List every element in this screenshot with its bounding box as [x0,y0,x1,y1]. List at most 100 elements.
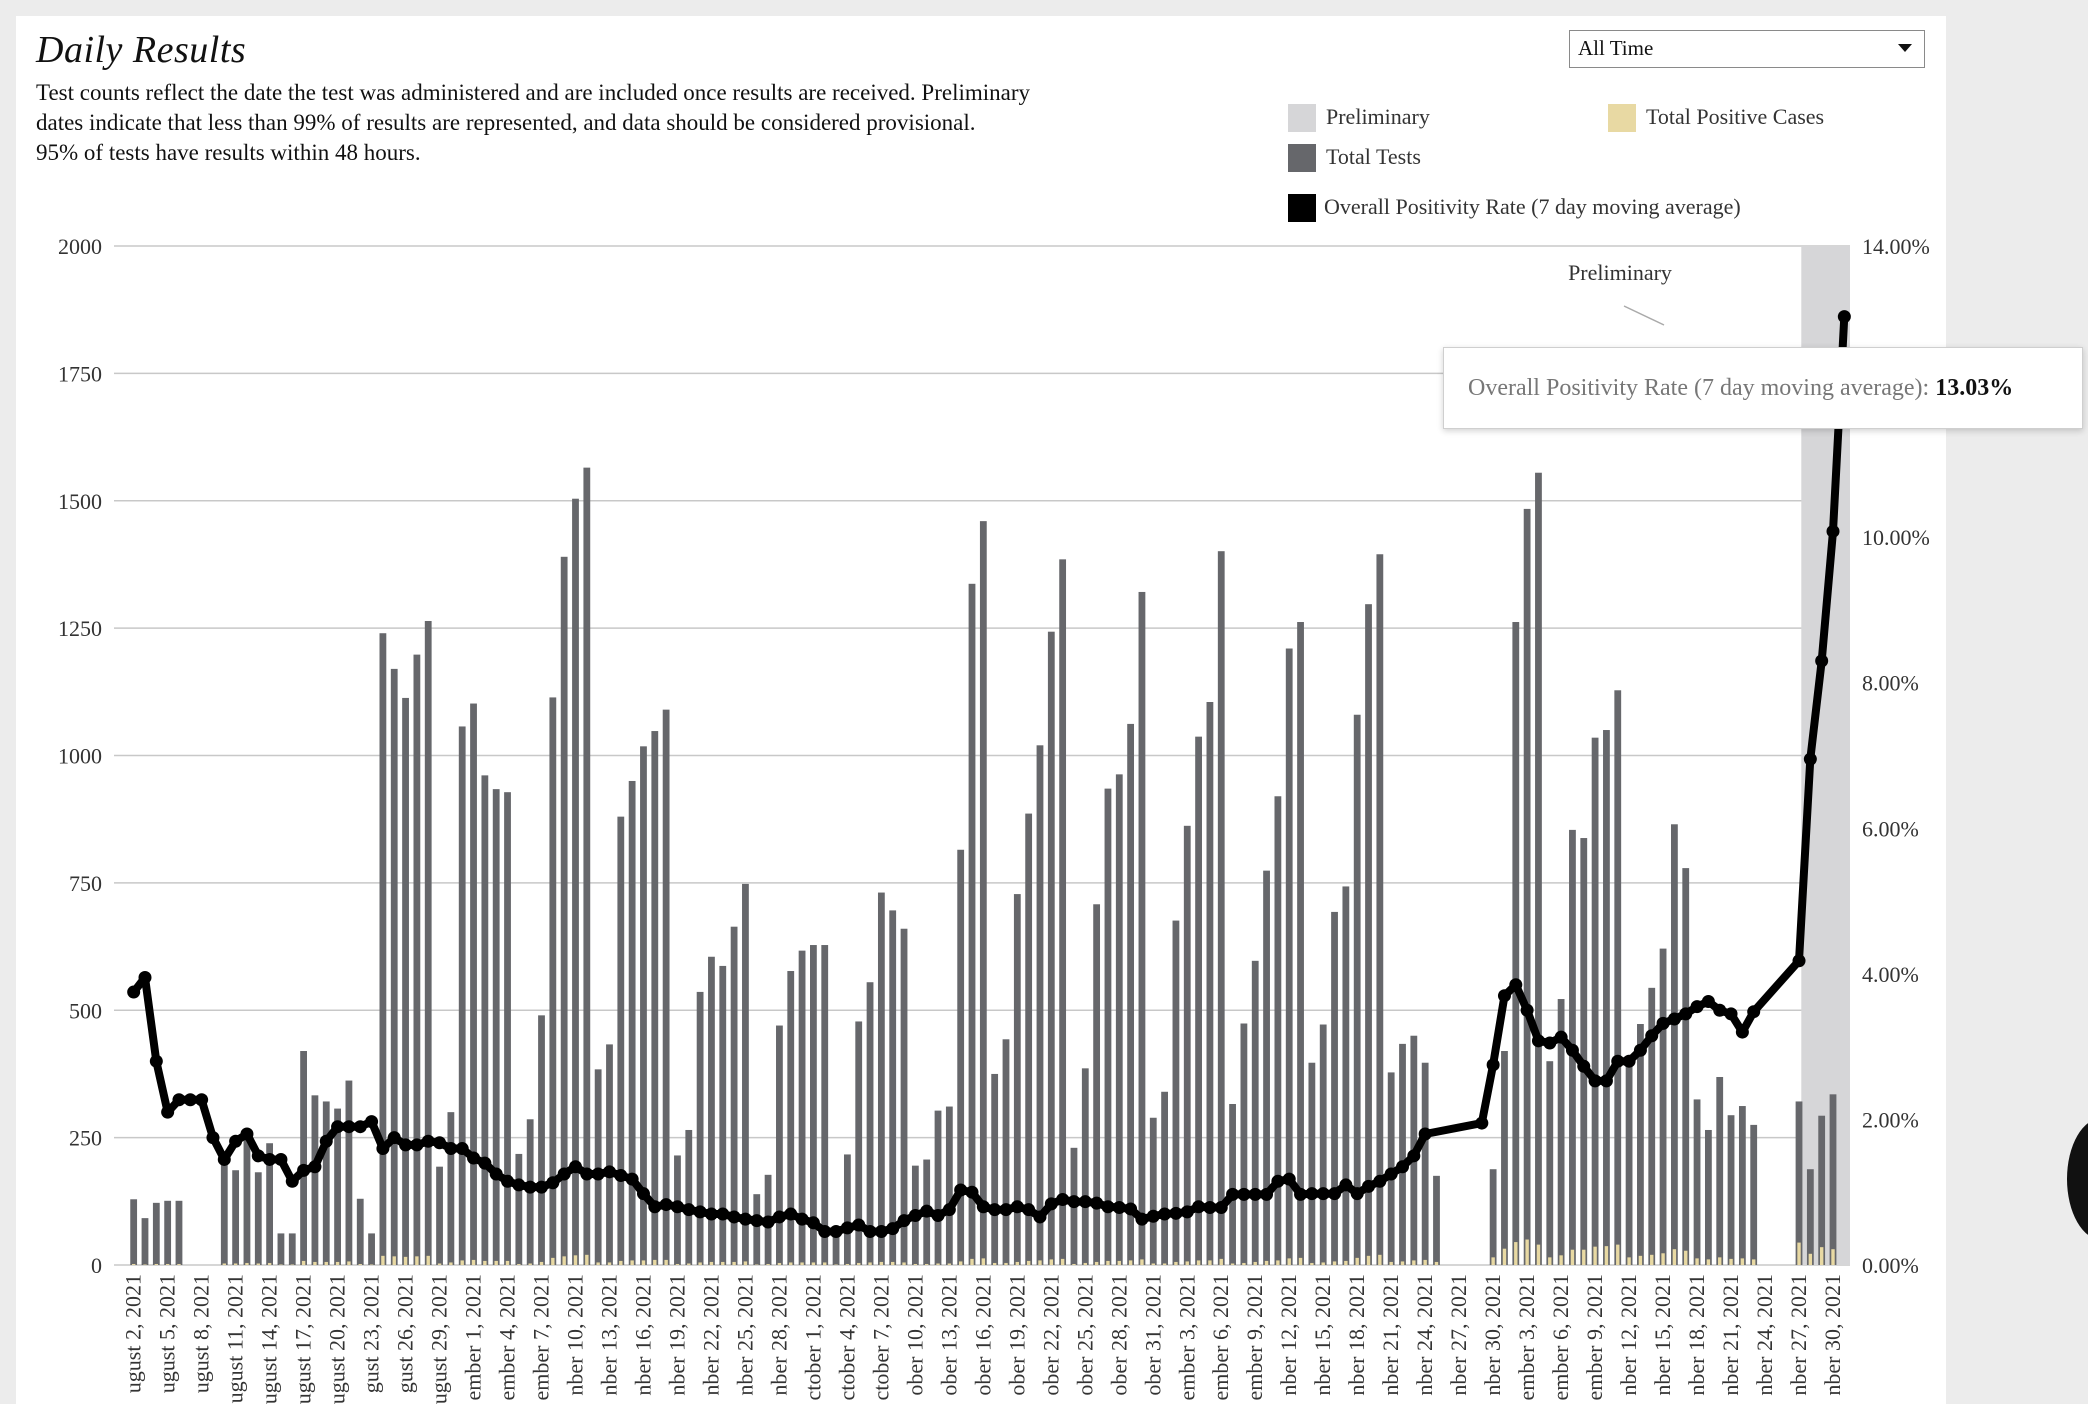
x-tick-label: nber 22, 2021 [698,1274,723,1396]
positivity-point [625,1172,639,1186]
total-tests-bar [1489,1169,1497,1265]
positive-cases-bar [653,1259,657,1265]
total-tests-bar [356,1198,364,1265]
positive-cases-bar [177,1263,181,1265]
positivity-point [1679,1007,1693,1021]
positivity-point [1577,1059,1591,1073]
x-tick-label: nber 12, 2021 [1616,1274,1641,1396]
positive-cases-bar [1536,1244,1541,1265]
x-tick-label: ugust 11, 2021 [223,1274,248,1403]
total-tests-bar [1161,1091,1168,1265]
positive-cases-bar [743,1261,748,1265]
total-tests-bar [606,1044,613,1265]
positive-cases-bar [573,1255,578,1265]
positive-cases-bar [811,1262,816,1265]
positivity-point [1373,1174,1387,1188]
legend-total-positive[interactable]: Total Positive Cases [1646,104,1825,129]
positivity-point [931,1209,945,1223]
positivity-point [1667,1012,1681,1026]
x-tick-label: ober 13, 2021 [936,1274,961,1396]
positive-cases-bar [1559,1255,1563,1265]
positivity-point [636,1187,650,1201]
total-tests-bar [866,982,874,1265]
positive-cases-bar [1627,1257,1631,1265]
positivity-point [1033,1210,1047,1224]
positivity-point [1294,1187,1308,1201]
positive-cases-bar [947,1263,952,1265]
x-tick-label: ugust 17, 2021 [291,1274,316,1404]
positivity-point [591,1167,605,1181]
positivity-point [467,1151,481,1165]
total-tests-bar [1081,1068,1089,1265]
total-tests-bar [1399,1043,1406,1265]
positive-cases-bar [1287,1258,1291,1265]
positivity-point [1214,1200,1228,1214]
positivity-point [263,1152,277,1166]
total-tests-bar [1512,622,1520,1265]
positive-cases-bar [528,1263,532,1265]
positivity-point [1792,954,1806,968]
x-tick-label: ember 6, 2021 [1548,1274,1573,1400]
total-tests-bar [1421,1062,1429,1265]
total-tests-bar [1829,1094,1837,1265]
positivity-point [1339,1178,1353,1192]
positivity-point [399,1138,413,1152]
positive-cases-bar [517,1263,521,1265]
positivity-point [1690,1000,1704,1014]
positivity-point [410,1138,424,1152]
positivity-point [353,1120,367,1134]
x-tick-label: ober 25, 2021 [1072,1274,1097,1396]
legend-preliminary[interactable]: Preliminary [1326,104,1430,129]
positivity-point [1554,1030,1568,1044]
positive-cases-bar [1151,1263,1155,1265]
total-tests-bar [1319,1024,1327,1265]
total-tests-bar [1229,1103,1236,1265]
positive-cases-bar [1366,1255,1371,1265]
x-tick-label: nber 25, 2021 [732,1274,757,1396]
positivity-point [1599,1074,1613,1088]
total-tests-bar [843,1154,851,1265]
total-tests-bar [1704,1129,1712,1265]
total-tests-bar [458,726,466,1265]
positive-cases-bar [958,1261,963,1265]
positive-cases-bar [1049,1259,1054,1265]
time-range-select[interactable]: All Time [1569,30,1925,68]
positivity-point [206,1131,220,1145]
positivity-point [1237,1187,1251,1201]
x-tick-label: nber 18, 2021 [1344,1274,1369,1396]
total-tests-bar [1625,1062,1633,1265]
positivity-point [568,1160,582,1174]
total-tests-bar [1172,920,1180,1265]
total-tests-bar [821,945,829,1265]
positivity-point [489,1167,503,1181]
total-tests-bar [640,746,647,1265]
positivity-point [1022,1203,1036,1217]
positive-cases-bar [347,1261,351,1265]
positivity-point [1611,1054,1625,1068]
total-tests-bar [232,1170,240,1265]
positive-cases-bar [494,1260,498,1265]
legend-total-tests[interactable]: Total Tests [1326,144,1421,169]
legend-positivity[interactable]: Overall Positivity Rate (7 day moving av… [1324,194,1741,219]
positive-cases-bar [857,1262,861,1265]
positive-cases-bar [279,1264,283,1265]
total-tests-bar [1217,551,1225,1265]
total-tests-bar [594,1069,602,1265]
total-tests-bar [979,521,987,1265]
total-tests-bar [1682,868,1690,1265]
positive-cases-bar [267,1262,272,1265]
positivity-point [1112,1200,1126,1214]
positivity-point [863,1225,877,1239]
positivity-point [455,1142,469,1156]
positivity-point [172,1093,186,1107]
total-tests-bar [1115,774,1123,1265]
description-line: Test counts reflect the date the test wa… [36,80,1031,105]
total-tests-bar [334,1108,341,1265]
positivity-point [240,1127,254,1141]
positive-cases-bar [460,1260,464,1265]
total-tests-bar [730,926,738,1265]
floating-action-button[interactable] [2067,1118,2088,1240]
positive-cases-bar [766,1263,770,1265]
positive-cases-bar [437,1263,442,1265]
chart-description: Test counts reflect the date the test wa… [36,78,1216,168]
